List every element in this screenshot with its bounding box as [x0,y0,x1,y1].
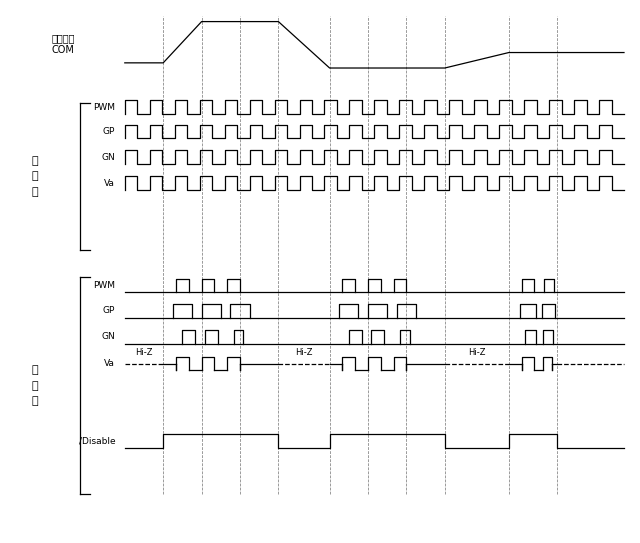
Text: Hi-Z: Hi-Z [468,348,486,357]
Text: 例: 例 [32,187,38,197]
Text: 施: 施 [32,381,38,390]
Text: GP: GP [103,306,115,315]
Text: PWM: PWM [93,281,115,290]
Text: Va: Va [104,359,115,368]
Text: 実: 実 [32,365,38,375]
Text: GN: GN [102,332,115,342]
Text: Hi-Z: Hi-Z [295,348,313,357]
Text: Hi-Z: Hi-Z [135,348,153,357]
Text: 来: 来 [32,172,38,181]
Text: PWM: PWM [93,103,115,112]
Text: /Disable: /Disable [79,437,115,446]
Text: GN: GN [102,153,115,162]
Text: COM: COM [51,46,74,55]
Text: GP: GP [103,127,115,136]
Text: 従: 従 [32,156,38,166]
Text: 例: 例 [32,396,38,406]
Text: Va: Va [104,179,115,188]
Text: 駆動信号: 駆動信号 [51,33,75,43]
